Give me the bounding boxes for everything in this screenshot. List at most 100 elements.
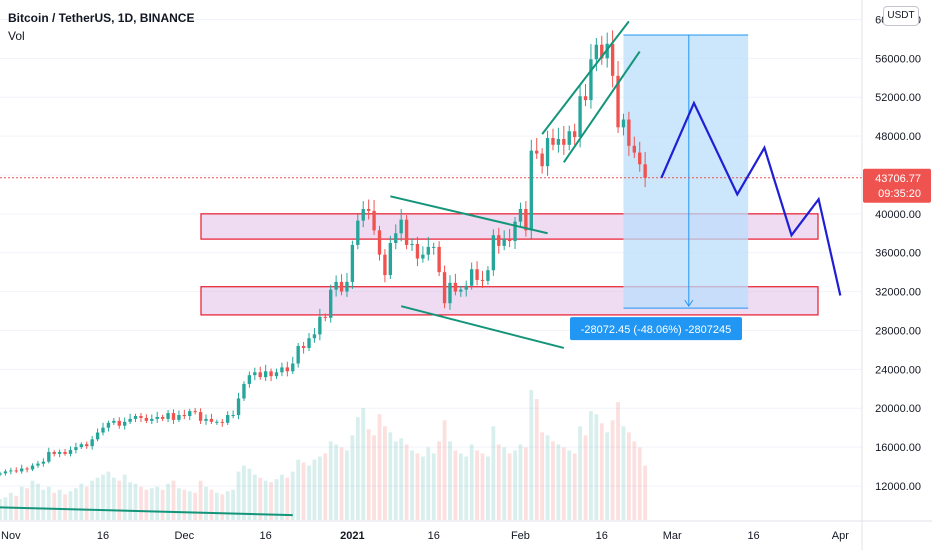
volume-bar bbox=[95, 477, 100, 520]
volume-bar bbox=[204, 486, 208, 520]
volume-bar bbox=[529, 390, 534, 520]
volume-bar bbox=[616, 402, 620, 520]
x-tick-label: 16 bbox=[428, 530, 440, 542]
candle-body bbox=[150, 418, 154, 421]
candle-body bbox=[459, 289, 463, 292]
price-tag-countdown: 09:35:20 bbox=[878, 188, 921, 200]
x-tick-label: Nov bbox=[1, 530, 21, 542]
volume-bar bbox=[290, 471, 295, 520]
volume-bar bbox=[475, 450, 479, 520]
candle-body bbox=[480, 279, 485, 281]
volume-bar bbox=[355, 417, 360, 520]
volume-bar bbox=[63, 494, 67, 520]
candle-body bbox=[215, 421, 219, 423]
x-tick-label: 16 bbox=[260, 530, 272, 542]
candle-body bbox=[52, 451, 56, 454]
chart-title: Bitcoin / TetherUS, 1D, BINANCE bbox=[8, 11, 195, 25]
currency-button[interactable]: USDT bbox=[883, 6, 919, 26]
volume-bar bbox=[57, 489, 62, 520]
candle-body bbox=[507, 239, 512, 242]
volume-bar bbox=[79, 483, 84, 520]
candle-body bbox=[198, 412, 203, 421]
volume-bar bbox=[155, 486, 160, 520]
volume-bar bbox=[339, 447, 344, 520]
volume-bar bbox=[122, 474, 127, 520]
candle-body bbox=[236, 398, 241, 416]
candle-body bbox=[475, 269, 479, 280]
volume-bar bbox=[350, 435, 355, 520]
volume-bar bbox=[198, 480, 203, 520]
candle-body bbox=[432, 246, 436, 248]
volume-bar bbox=[453, 450, 458, 520]
candle-body bbox=[502, 239, 506, 246]
candle-body bbox=[578, 96, 582, 138]
volume-bar bbox=[247, 468, 252, 520]
trendline bbox=[400, 305, 565, 349]
y-tick-label: 56000.00 bbox=[875, 53, 921, 65]
candle-body bbox=[101, 427, 105, 433]
volume-bar bbox=[345, 450, 349, 520]
candle-body bbox=[74, 447, 78, 451]
candle-body bbox=[57, 451, 62, 454]
volume-bar bbox=[274, 479, 279, 520]
candle-body bbox=[90, 439, 94, 447]
volume-bar bbox=[372, 435, 376, 520]
volume-bar bbox=[74, 488, 78, 520]
candle-body bbox=[220, 421, 224, 423]
candle-body bbox=[85, 444, 89, 447]
x-tick-label: Feb bbox=[511, 530, 530, 542]
volume-bar bbox=[594, 414, 599, 520]
volume-bar bbox=[545, 435, 550, 520]
candle-body bbox=[106, 422, 111, 428]
volume-bar bbox=[496, 444, 501, 520]
candle-body bbox=[318, 316, 322, 335]
volume-bar bbox=[507, 453, 512, 520]
volume-bar bbox=[556, 444, 561, 520]
volume-bar bbox=[19, 486, 24, 520]
candle-body bbox=[442, 272, 447, 304]
candle-body bbox=[388, 242, 393, 276]
candle-body bbox=[453, 282, 458, 292]
volume-bar bbox=[296, 459, 301, 520]
volume-bar bbox=[583, 435, 588, 520]
candle-body bbox=[280, 367, 284, 373]
volume-bar bbox=[540, 432, 545, 520]
candle-body bbox=[117, 420, 121, 426]
volume-bar bbox=[361, 408, 366, 520]
candle-body bbox=[589, 59, 593, 101]
volume-bar bbox=[637, 447, 642, 520]
candle-body bbox=[545, 138, 550, 167]
volume-bar bbox=[437, 441, 442, 520]
volume-bar bbox=[486, 456, 490, 520]
candle-body bbox=[307, 338, 311, 348]
volume-bar bbox=[388, 432, 393, 520]
volume-bar bbox=[182, 489, 187, 520]
y-tick-label: 28000.00 bbox=[875, 325, 921, 337]
candle-body bbox=[415, 243, 420, 259]
candle-body bbox=[247, 375, 252, 384]
candle-body bbox=[339, 281, 344, 292]
volume-bar bbox=[464, 456, 469, 520]
y-tick-label: 24000.00 bbox=[875, 364, 921, 376]
candle-body bbox=[312, 334, 317, 339]
candle-body bbox=[36, 463, 40, 466]
volume-bar bbox=[280, 474, 284, 520]
price-tag-value: 43706.77 bbox=[875, 173, 921, 185]
volume-bar bbox=[523, 447, 528, 520]
volume-bar bbox=[46, 486, 51, 520]
trendline bbox=[0, 506, 293, 517]
volume-bar bbox=[420, 456, 425, 520]
x-tick-label: Dec bbox=[175, 530, 195, 542]
volume-bar bbox=[171, 480, 176, 520]
candle-body bbox=[627, 119, 631, 146]
volume-bar bbox=[323, 453, 328, 520]
candle-body bbox=[253, 372, 257, 376]
candle-body bbox=[193, 411, 197, 413]
x-tick-label: Mar bbox=[663, 530, 682, 542]
candle-body bbox=[600, 44, 604, 59]
candle-body bbox=[350, 244, 355, 282]
volume-bar bbox=[589, 411, 593, 520]
volume-bar bbox=[632, 441, 637, 520]
volume-bar bbox=[458, 453, 463, 520]
